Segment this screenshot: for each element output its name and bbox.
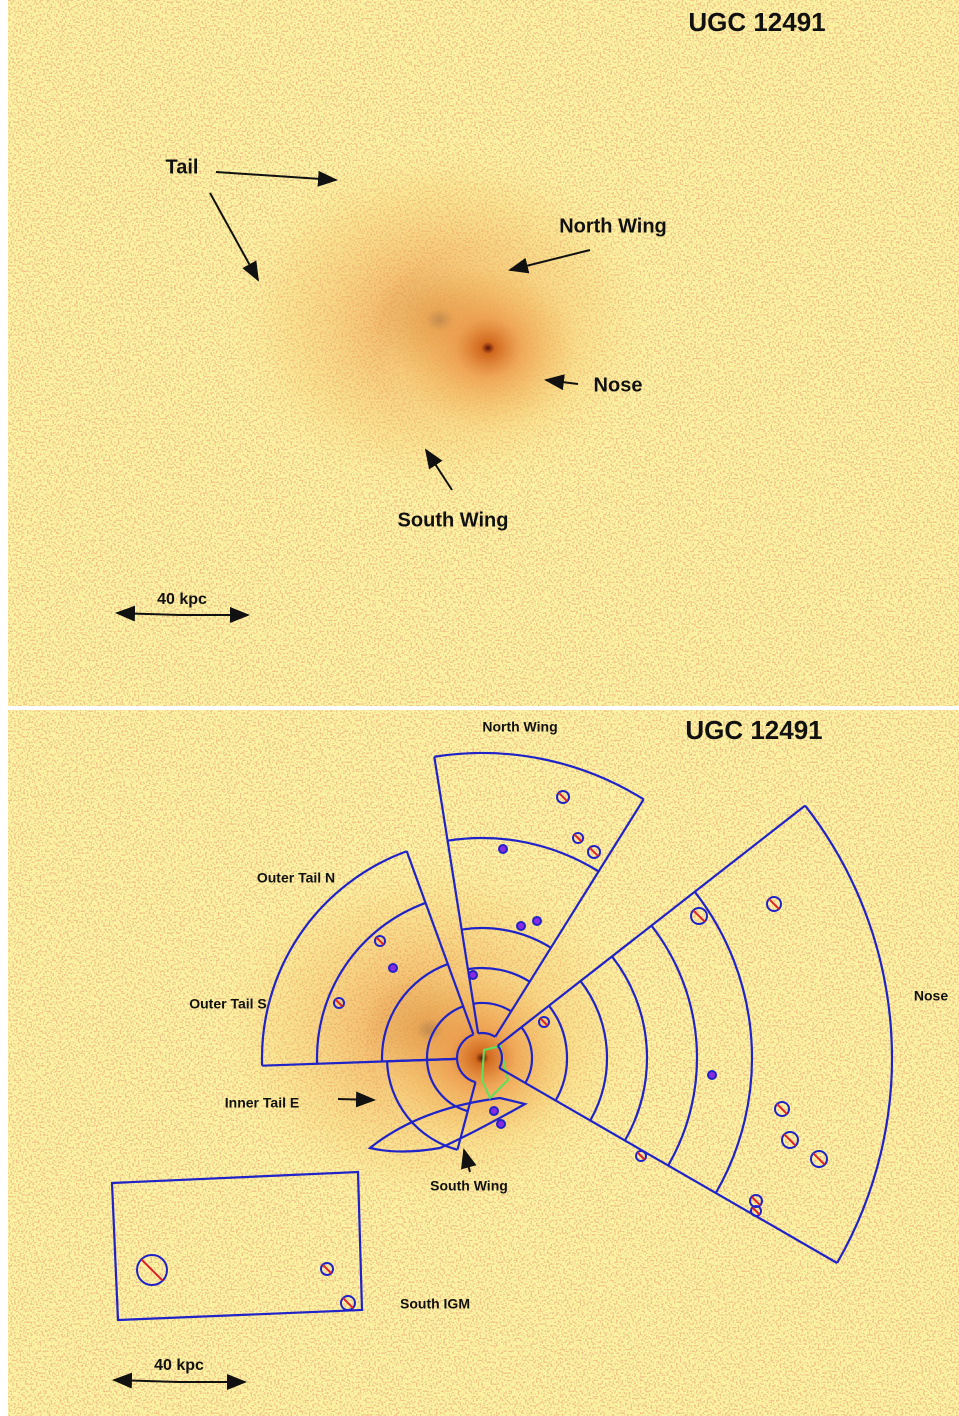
label: North Wing [559, 215, 667, 237]
scale-label: 40 kpc [154, 1357, 204, 1374]
label: South Wing [398, 509, 509, 531]
excluded-source [469, 971, 477, 979]
label: South Wing [430, 1178, 508, 1194]
core [378, 248, 598, 448]
arrow [338, 1099, 374, 1100]
scale-label: 40 kpc [157, 591, 207, 608]
label: South IGM [400, 1296, 470, 1312]
label: Outer Tail S [189, 996, 267, 1012]
label: Nose [914, 988, 948, 1004]
label: North Wing [482, 719, 557, 735]
label: Outer Tail N [257, 870, 335, 886]
excluded-source [708, 1071, 716, 1079]
excluded-source [533, 917, 541, 925]
excluded-source [499, 845, 507, 853]
excluded-source [517, 922, 525, 930]
figure: UGC 12491 Tail North Wing Nose South Win… [0, 0, 959, 1416]
title: UGC 12491 [685, 715, 822, 745]
label: Inner Tail E [225, 1095, 299, 1111]
excluded-source [497, 1120, 505, 1128]
excluded-source [490, 1107, 498, 1115]
label: Tail [166, 156, 199, 178]
label: Nose [594, 374, 643, 396]
excluded-source [389, 964, 397, 972]
title: UGC 12491 [688, 7, 825, 37]
